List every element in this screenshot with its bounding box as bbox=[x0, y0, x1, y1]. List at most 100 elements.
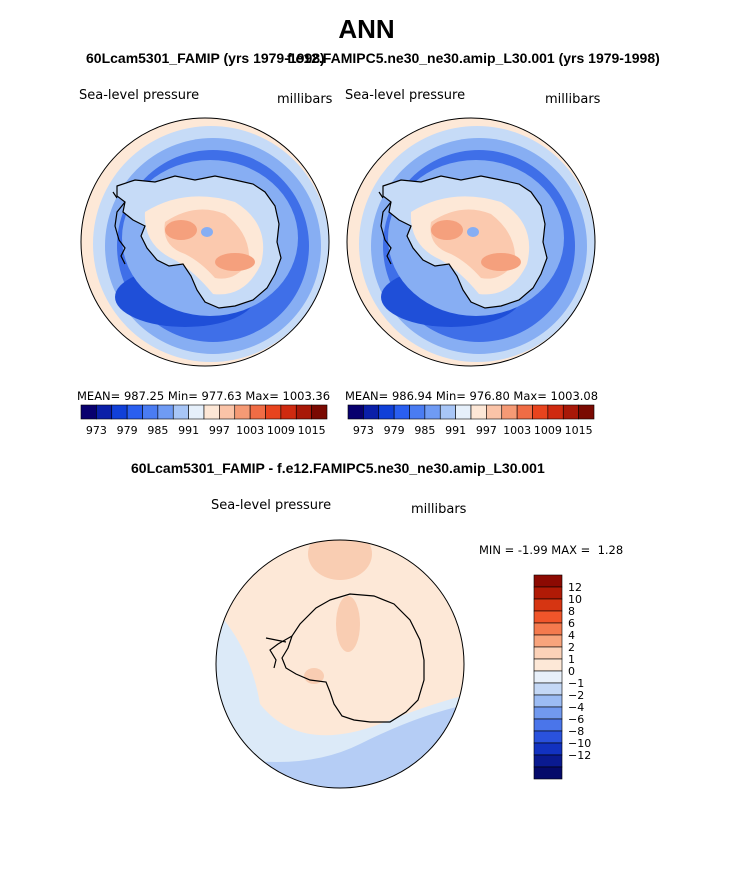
diff-antarctica-coastline bbox=[281, 593, 425, 723]
panel2-colorbar: 973 979 985 991 997 1003 1009 1015 bbox=[347, 404, 595, 437]
diff-colorbar-tick-label: −8 bbox=[568, 725, 584, 738]
panel1-colorbar-tick-label: 1015 bbox=[298, 424, 326, 437]
diff-colorbar-swatch-4 bbox=[533, 622, 563, 636]
diff-colorbar-tick-label: 0 bbox=[568, 665, 575, 678]
diff-colorbar-swatch-2 bbox=[533, 598, 563, 612]
panel2-colorbar-swatch-14 bbox=[562, 404, 579, 420]
panel1-colorbar-swatch-2 bbox=[111, 404, 128, 420]
diff-colorbar-swatch-16 bbox=[533, 766, 563, 780]
panel1-polar-map bbox=[81, 118, 329, 366]
diff-polar-map bbox=[216, 540, 464, 788]
panel1-colorbar-swatch-15 bbox=[311, 404, 328, 420]
panel1-colorbar-tick-label: 973 bbox=[86, 424, 107, 437]
diff-colorbar-tick-label: 8 bbox=[568, 605, 575, 618]
page-title: ANN bbox=[338, 14, 395, 44]
panel1-colorbar-swatch-6 bbox=[172, 404, 189, 420]
diff-colorbar-tick-label: −10 bbox=[568, 737, 591, 750]
panel2-high-pressure-west-core bbox=[431, 220, 463, 240]
panel2-colorbar-swatch-4 bbox=[409, 404, 426, 420]
panel1-colorbar-swatch-1 bbox=[96, 404, 113, 420]
diff-colorbar-tick-label: 12 bbox=[568, 581, 582, 594]
panel1-colorbar-swatch-14 bbox=[295, 404, 312, 420]
diff-max-value: 1.28 bbox=[597, 543, 624, 557]
panel1-colorbar-tick-label: 1009 bbox=[267, 424, 295, 437]
panel2-colorbar-tick-label: 979 bbox=[384, 424, 405, 437]
panel2-colorbar-swatch-15 bbox=[578, 404, 595, 420]
diff-positive-central bbox=[336, 596, 360, 652]
diff-colorbar-swatch-15 bbox=[533, 754, 563, 768]
diff-min-value: -1.99 bbox=[517, 543, 548, 557]
panel1-colorbar-swatch-9 bbox=[219, 404, 236, 420]
diff-colorbar-swatch-5 bbox=[533, 634, 563, 648]
panel2-peninsula-coastline bbox=[378, 191, 392, 265]
diff-min-label: MIN = bbox=[479, 543, 515, 557]
panel1-colorbar-swatch-8 bbox=[203, 404, 220, 420]
diff-variable-label: Sea-level pressure bbox=[211, 498, 332, 513]
panel2-run-title: f.e12.FAMIPC5.ne30_ne30.amip_L30.001 (yr… bbox=[287, 50, 660, 66]
diff-colorbar-tick-label: 2 bbox=[568, 641, 575, 654]
panel1-pole-low bbox=[201, 227, 213, 237]
panel1-colorbar-swatch-0 bbox=[80, 404, 97, 420]
diff-colorbar-swatch-0 bbox=[533, 574, 563, 588]
diff-panel-title: 60Lcam5301_FAMIP - f.e12.FAMIPC5.ne30_ne… bbox=[131, 460, 545, 476]
panel1-colorbar-swatch-13 bbox=[280, 404, 297, 420]
panel1-colorbar: 973 979 985 991 997 1003 1009 1015 bbox=[80, 404, 328, 437]
panel2-colorbar-swatch-5 bbox=[424, 404, 441, 420]
panel1-colorbar-tick-label: 997 bbox=[209, 424, 230, 437]
panel2-antarctica-coastline bbox=[382, 175, 548, 309]
panel2-colorbar-swatch-13 bbox=[547, 404, 564, 420]
diff-positive-north bbox=[308, 540, 372, 580]
panel2-colorbar-tick-label: 991 bbox=[445, 424, 466, 437]
panel1-map-border bbox=[80, 117, 330, 367]
diff-colorbar-tick-label: −1 bbox=[568, 677, 584, 690]
diff-colorbar-tick-label: −12 bbox=[568, 749, 591, 762]
panel1-run-title: 60Lcam5301_FAMIP (yrs 1979-1998) bbox=[86, 50, 325, 66]
panel2-colorbar-tick-label: 985 bbox=[414, 424, 435, 437]
panel1-colorbar-swatch-10 bbox=[234, 404, 251, 420]
panel2-colorbar-swatch-3 bbox=[393, 404, 410, 420]
panel1-stats: MEAN= 987.25 Min= 977.63 Max= 1003.36 bbox=[77, 389, 331, 403]
panel1-colorbar-tick-label: 1003 bbox=[236, 424, 264, 437]
panel1-colorbar-swatch-7 bbox=[188, 404, 205, 420]
panel1-colorbar-tick-label: 991 bbox=[178, 424, 199, 437]
diff-colorbar-tick-label: 6 bbox=[568, 617, 575, 630]
diff-colorbar-tick-label: 10 bbox=[568, 593, 582, 606]
panel2-colorbar-tick-label: 1003 bbox=[503, 424, 531, 437]
panel1-colorbar-tick-label: 979 bbox=[117, 424, 138, 437]
panel2-colorbar-swatch-9 bbox=[486, 404, 503, 420]
panel2-map-border bbox=[346, 117, 596, 367]
panel2-colorbar-swatch-10 bbox=[501, 404, 518, 420]
panel2-colorbar-swatch-2 bbox=[378, 404, 395, 420]
diff-colorbar-swatch-1 bbox=[533, 586, 563, 600]
diff-colorbar-tick-label: −2 bbox=[568, 689, 584, 702]
panel1-high-pressure-east-core bbox=[215, 253, 255, 271]
panel2-colorbar-swatch-0 bbox=[347, 404, 364, 420]
panel2-colorbar-tick-label: 1015 bbox=[565, 424, 593, 437]
panel1-colorbar-swatch-11 bbox=[249, 404, 266, 420]
diff-colorbar-tick-label: −6 bbox=[568, 713, 584, 726]
panel1-units-label: millibars bbox=[277, 92, 333, 107]
panel1-antarctica-coastline bbox=[116, 175, 282, 309]
diff-colorbar-swatch-8 bbox=[533, 670, 563, 684]
panel1-peninsula-coastline bbox=[112, 191, 126, 265]
panel2-colorbar-tick-label: 997 bbox=[476, 424, 497, 437]
diff-peninsula-coastline bbox=[265, 635, 293, 669]
panel2-colorbar-tick-label: 1009 bbox=[534, 424, 562, 437]
diff-colorbar-swatch-3 bbox=[533, 610, 563, 624]
panel1-colorbar-swatch-12 bbox=[265, 404, 282, 420]
panel2-units-label: millibars bbox=[545, 92, 601, 107]
diff-colorbar-swatch-13 bbox=[533, 730, 563, 744]
panel2-colorbar-swatch-11 bbox=[516, 404, 533, 420]
diff-colorbar-swatch-11 bbox=[533, 706, 563, 720]
panel2-colorbar-swatch-12 bbox=[532, 404, 549, 420]
panel1-colorbar-swatch-3 bbox=[126, 404, 143, 420]
diff-colorbar-swatch-14 bbox=[533, 742, 563, 756]
panel2-colorbar-tick-label: 973 bbox=[353, 424, 374, 437]
diff-colorbar-swatch-10 bbox=[533, 694, 563, 708]
diff-min-max: MIN = -1.99 MAX = 1.28 bbox=[479, 543, 623, 557]
diff-colorbar-tick-label: 4 bbox=[568, 629, 575, 642]
diff-colorbar-tick-label: −4 bbox=[568, 701, 584, 714]
diff-colorbar-swatch-9 bbox=[533, 682, 563, 696]
diff-colorbar-swatch-12 bbox=[533, 718, 563, 732]
